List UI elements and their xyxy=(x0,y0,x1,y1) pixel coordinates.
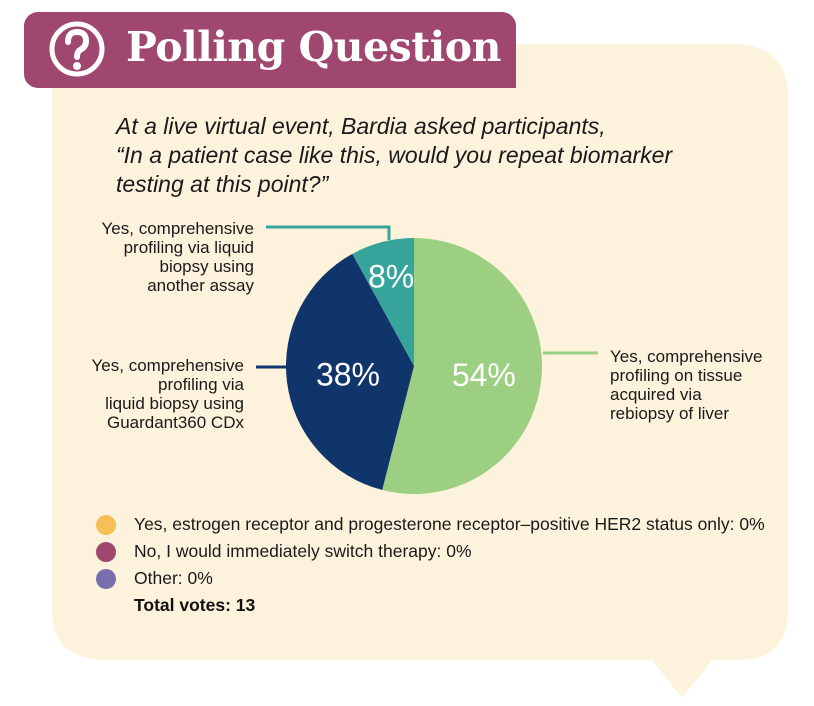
legend-dot xyxy=(96,515,116,535)
pie-slice-label: 38% xyxy=(316,356,380,392)
annotation-line: biopsy using xyxy=(159,257,254,276)
annotation-line: profiling via liquid xyxy=(123,238,254,257)
pie-slice-other-assay xyxy=(352,238,414,366)
poll-question: At a live virtual event, Bardia asked pa… xyxy=(116,112,766,199)
legend-dot xyxy=(96,542,116,562)
annotation-guardant: Yes, comprehensive profiling via liquid … xyxy=(50,356,244,432)
annotation-line: Yes, comprehensive xyxy=(91,356,244,375)
annotation-other-assay: Yes, comprehensive profiling via liquid … xyxy=(60,219,254,295)
question-line: testing at this point?” xyxy=(116,171,329,197)
annotation-line: profiling via xyxy=(158,375,244,394)
annotation-line: liquid biopsy using xyxy=(105,394,244,413)
page-title: Polling Question xyxy=(126,23,501,71)
question-mark-icon xyxy=(49,21,105,77)
annotation-line: another assay xyxy=(147,276,254,295)
legend-label: Other: 0% xyxy=(134,568,213,588)
total-votes: Total votes: 13 xyxy=(134,595,256,615)
annotation-line: rebiopsy of liver xyxy=(610,404,730,423)
pie-slice-label: 54% xyxy=(452,357,516,393)
question-line: “In a patient case like this, would you … xyxy=(116,142,673,168)
question-line: At a live virtual event, Bardia asked pa… xyxy=(116,113,606,139)
annotation-line: profiling on tissue xyxy=(610,366,743,385)
legend-dot xyxy=(96,569,116,589)
annotation-line: Yes, comprehensive xyxy=(101,219,254,238)
pie-slice-label: 8% xyxy=(368,259,414,295)
annotation-tissue: Yes, comprehensive profiling on tissue a… xyxy=(610,347,790,423)
leader-line-other-assay xyxy=(266,225,391,240)
legend-label: No, I would immediately switch therapy: … xyxy=(134,541,472,561)
legend-label: Yes, estrogen receptor and progesterone … xyxy=(134,514,765,534)
annotation-line: acquired via xyxy=(610,385,702,404)
pie-slice-tissue xyxy=(382,238,543,494)
annotation-line: Guardant360 CDx xyxy=(106,413,244,432)
pie-slice-guardant xyxy=(285,253,414,490)
header-banner xyxy=(24,12,516,88)
annotation-line: Yes, comprehensive xyxy=(610,347,763,366)
